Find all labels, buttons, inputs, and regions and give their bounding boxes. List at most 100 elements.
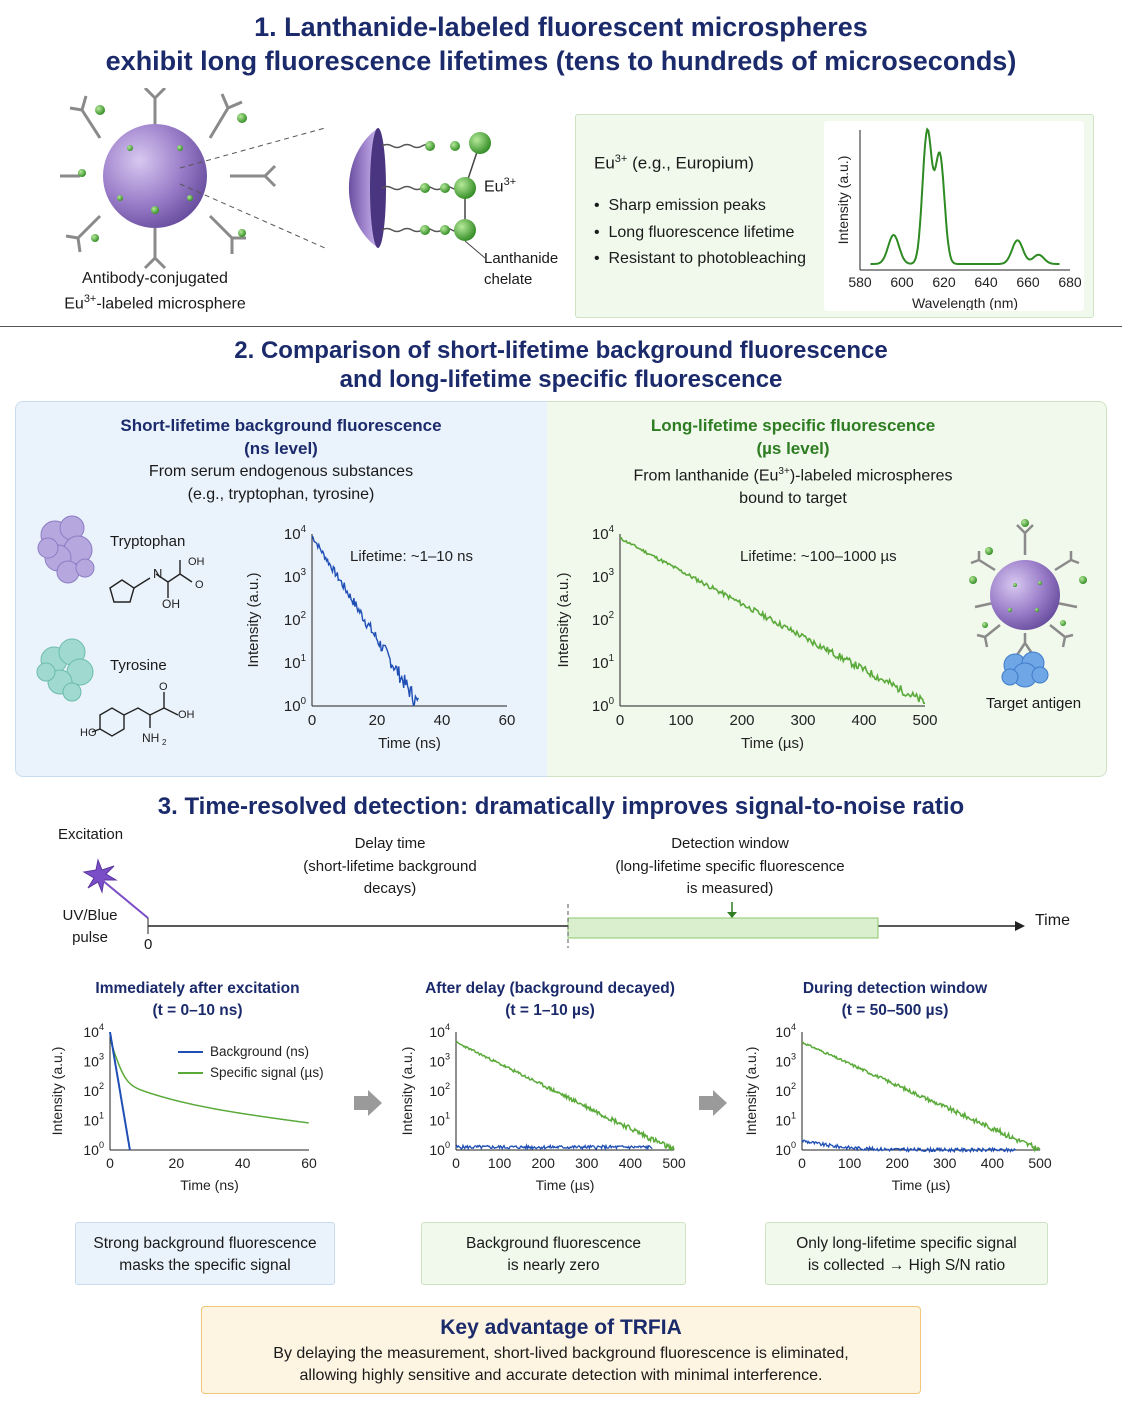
x-axis-label: Time (µs): [892, 1177, 951, 1193]
short-sub-line2: (e.g., tryptophan, tyrosine): [187, 486, 375, 503]
svg-text:2: 2: [162, 738, 167, 747]
detection-window-label: Detection window (long-lifetime specific…: [590, 833, 870, 901]
eu-label-sup: 3+: [503, 176, 517, 188]
delay-label-line2: (short-lifetime background: [303, 857, 477, 875]
y-tick-label: 104: [592, 524, 615, 543]
tryptophan-structure-icon: [109, 560, 193, 603]
y-tick-exponent: 0: [791, 1140, 796, 1150]
y-tick-label: 101: [83, 1111, 104, 1129]
y-tick-exponent: 0: [99, 1140, 104, 1150]
x-tick-label: 100: [838, 1155, 862, 1171]
y-axis-label: Intensity (a.u.): [555, 572, 572, 667]
y-tick-exponent: 2: [99, 1081, 104, 1091]
excitation-label: Excitation: [58, 826, 124, 843]
x-tick-label: 300: [790, 712, 815, 729]
x-tick-label: 0: [308, 712, 316, 729]
background-line: [455, 1143, 653, 1152]
y-tick-label: 104: [284, 524, 307, 543]
y-tick-exponent: 3: [445, 1052, 450, 1062]
short-heading-line2: (ns level): [244, 439, 318, 458]
x-axis-label: Time (µs): [741, 735, 804, 752]
eu-bullet-1-text: Sharp emission peaks: [608, 197, 766, 214]
long-heading-line1: Long-lifetime specific fluorescence: [650, 416, 936, 435]
specific-signal-line: [801, 1041, 1041, 1153]
bound-microsphere-illustration: [969, 519, 1087, 688]
panel1-title-line2: (t = 0–10 ns): [152, 1002, 243, 1019]
eu-bullet-2: • Long fluorescence lifetime: [594, 223, 795, 241]
tryptophan-label: Tryptophan: [110, 533, 186, 550]
eu-dots: [78, 105, 247, 242]
legend-background-label: Background (ns): [210, 1044, 309, 1059]
eu-bullet-3-text: Resistant to photobleaching: [608, 250, 806, 267]
short-lifetime-header: Short-lifetime background fluorescence (…: [15, 414, 547, 506]
y-tick-label: 101: [429, 1111, 450, 1129]
y-tick-exponent: 4: [791, 1022, 796, 1032]
microsphere-caption-line1: Antibody-conjugated: [82, 270, 228, 287]
x-tick-label: 60: [499, 712, 516, 729]
key-advantage-title: Key advantage of TRFIA: [440, 1316, 682, 1339]
x-tick-label: 0: [616, 712, 624, 729]
y-tick-exponent: 3: [99, 1052, 104, 1062]
chelate-label-line1: Lanthanide: [484, 250, 559, 267]
panel1-title-line1: Immediately after excitation: [95, 980, 300, 997]
caption-eu: Eu: [64, 295, 84, 313]
svg-text:O: O: [195, 579, 204, 591]
x-tick-label: 20: [169, 1155, 185, 1171]
y-axis-label: Intensity (a.u.): [399, 1047, 415, 1136]
x-tick-label: 400: [981, 1155, 1005, 1171]
window-label-line1: Detection window: [671, 835, 789, 852]
panel3-title-line1: During detection window: [802, 980, 988, 997]
detection-window-bar: [567, 917, 879, 939]
delay-label-line1: Delay time: [354, 835, 426, 852]
x-tick-label: 100: [668, 712, 693, 729]
result-box-3-line2: is collected → High S/N ratio: [807, 1257, 1006, 1274]
eu-label: Eu3+: [484, 176, 516, 196]
x-tick-label: 20: [369, 712, 386, 729]
section-3-title: 3. Time-resolved detection: dramatically…: [157, 793, 965, 820]
x-tick-label: 680: [1058, 274, 1082, 290]
eu-info-title-sup: 3+: [614, 153, 628, 165]
section-2-title-line2: and long-lifetime specific fluorescence: [339, 366, 783, 393]
section-1-title: 1. Lanthanide-labeled fluorescent micros…: [0, 10, 1122, 78]
caption-eu-sup: 3+: [83, 293, 97, 305]
long-sub-pre: From lanthanide (Eu: [633, 467, 779, 485]
y-tick-exponent: 2: [445, 1081, 450, 1091]
short-sub-line1: From serum endogenous substances: [148, 463, 414, 480]
long-sub-line1: From lanthanide (Eu3+)-labeled microsphe…: [547, 460, 1039, 487]
y-tick-exponent: 4: [99, 1022, 104, 1032]
y-tick-label: 100: [592, 696, 615, 715]
svg-text:N: N: [153, 566, 162, 581]
y-tick-exponent: 1: [445, 1111, 450, 1121]
arrow-right-icon: [354, 1090, 382, 1116]
y-axis-label: Intensity (a.u.): [49, 1047, 65, 1136]
section-1-title-line1: 1. Lanthanide-labeled fluorescent micros…: [254, 12, 868, 42]
y-tick-exponent: 1: [301, 653, 306, 664]
emission-spectrum-chart: 580 600 620 640 660 680 Wavelength (nm) Intensi…: [835, 127, 1082, 310]
y-tick-label: 103: [83, 1052, 104, 1070]
pulse-label-line2: pulse: [72, 929, 108, 946]
y-tick-label: 100: [83, 1140, 104, 1158]
key-advantage-line1: By delaying the measurement, short-lived…: [273, 1345, 849, 1362]
y-tick-exponent: 1: [609, 653, 614, 664]
emission-spectrum-line: [870, 127, 1060, 265]
y-tick-exponent: 3: [301, 567, 306, 578]
lifetime-label: Lifetime: ~1–10 ns: [350, 548, 473, 565]
specific-decay-line: [620, 537, 925, 704]
panel2-title-line2: (t = 1–10 µs): [505, 1002, 595, 1019]
y-tick-label: 103: [284, 567, 306, 586]
y-tick-exponent: 0: [301, 696, 307, 707]
x-tick-label: 40: [434, 712, 451, 729]
x-tick-label: 500: [662, 1155, 686, 1171]
long-sub-line2: bound to target: [739, 490, 847, 508]
svg-text:NH: NH: [142, 731, 159, 745]
result-box-1-line2: masks the specific signal: [119, 1257, 291, 1274]
result-box-2-line1: Background fluorescence: [466, 1235, 641, 1252]
x-axis-label: Wavelength (nm): [912, 295, 1018, 310]
y-tick-exponent: 2: [791, 1081, 796, 1091]
timeline-diagram: [82, 858, 1025, 948]
y-tick-exponent: 4: [301, 524, 307, 535]
x-tick-label: 60: [301, 1155, 317, 1171]
svg-text:O: O: [159, 681, 168, 693]
